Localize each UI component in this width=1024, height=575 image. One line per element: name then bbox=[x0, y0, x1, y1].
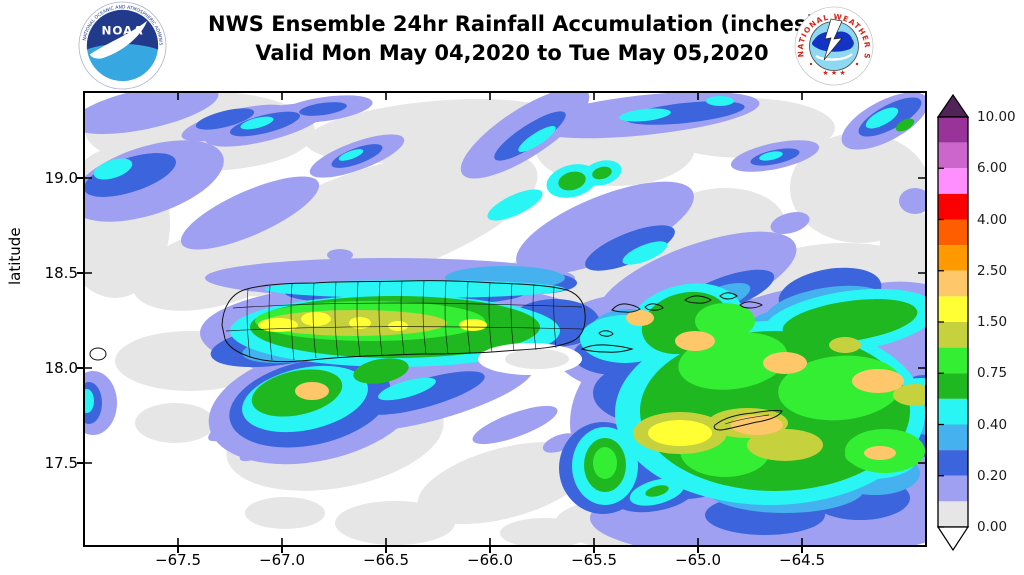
nws-lightning-icon bbox=[823, 18, 843, 61]
colorbar-labels: 10.00 6.00 4.00 2.50 1.50 0.75 0.40 0.20… bbox=[977, 109, 1016, 535]
y-tick bbox=[77, 272, 83, 274]
colorbar-segments bbox=[938, 117, 968, 527]
lon-tick-label: −65.0 bbox=[675, 551, 721, 569]
colorbar-label: 4.00 bbox=[977, 212, 1007, 228]
y-tick bbox=[77, 462, 83, 464]
lon-tick-label: −67.5 bbox=[155, 551, 201, 569]
precip-tan-layer bbox=[295, 310, 904, 460]
colorbar-overflow-arrow bbox=[936, 93, 970, 118]
lon-tick-label: −65.5 bbox=[571, 551, 617, 569]
x-tick bbox=[801, 547, 803, 553]
title-line-2: Valid Mon May 04,2020 to Tue May 05,2020 bbox=[255, 41, 769, 65]
precip-yellow-layer bbox=[258, 312, 712, 446]
colorbar-label: 0.20 bbox=[977, 468, 1007, 484]
lat-tick-label: 18.5 bbox=[44, 264, 78, 282]
nws-logo: NATIONAL WEATHER SERVICE ★ ★ ★ bbox=[794, 6, 874, 86]
st-thomas-outline bbox=[611, 303, 641, 313]
nws-stars: ★ ★ ★ bbox=[822, 69, 845, 77]
colorbar-label: 1.50 bbox=[977, 314, 1007, 330]
colorbar-label: 2.50 bbox=[977, 263, 1007, 279]
map-plot-area bbox=[83, 91, 927, 547]
y-tick bbox=[77, 177, 83, 179]
lat-tick-label: 17.5 bbox=[44, 454, 78, 472]
colorbar-ticks bbox=[938, 116, 944, 528]
colorbar-label: 6.00 bbox=[977, 160, 1007, 176]
lon-tick-label: −66.5 bbox=[363, 551, 409, 569]
x-tick bbox=[385, 547, 387, 553]
lat-tick-label: 19.0 bbox=[44, 169, 78, 187]
colorbar-underflow-arrow bbox=[936, 526, 970, 552]
colorbar-label: 0.00 bbox=[977, 519, 1007, 535]
coastlines bbox=[89, 280, 783, 431]
virgin-gorda-outline bbox=[719, 292, 738, 300]
lon-tick-label: −64.5 bbox=[779, 551, 825, 569]
colorbar: 10.00 6.00 4.00 2.50 1.50 0.75 0.40 0.20… bbox=[936, 93, 1016, 552]
noaa-sky bbox=[86, 9, 159, 50]
noaa-wordmark: NOAA bbox=[101, 24, 143, 38]
y-axis-label: latitude bbox=[6, 227, 24, 285]
colorbar-label: 0.75 bbox=[977, 365, 1007, 381]
colorbar-label: 10.00 bbox=[977, 109, 1016, 125]
x-tick bbox=[177, 547, 179, 553]
lon-tick-label: −67.0 bbox=[259, 551, 305, 569]
culebra-outline bbox=[598, 330, 614, 337]
tortola-outline bbox=[684, 295, 712, 304]
x-tick bbox=[281, 547, 283, 553]
precipitation-map bbox=[85, 93, 925, 545]
y-tick bbox=[77, 367, 83, 369]
puerto-rico-outline bbox=[221, 280, 586, 363]
noaa-logo: NATIONAL OCEANIC AND ATMOSPHERIC ADMINIS… bbox=[78, 1, 167, 90]
title-line-1: NWS Ensemble 24hr Rainfall Accumulation … bbox=[208, 12, 816, 36]
lat-tick-label: 18.0 bbox=[44, 359, 78, 377]
municipal-boundaries bbox=[225, 280, 584, 361]
colorbar-label: 0.40 bbox=[977, 417, 1007, 433]
anegada-outline bbox=[739, 301, 763, 309]
x-tick bbox=[489, 547, 491, 553]
x-tick bbox=[697, 547, 699, 553]
noaa-seabird-icon bbox=[89, 20, 148, 59]
nws-gull-icon bbox=[815, 53, 853, 61]
x-tick bbox=[593, 547, 595, 553]
vieques-outline bbox=[580, 344, 634, 353]
page-title: NWS Ensemble 24hr Rainfall Accumulation … bbox=[192, 10, 832, 68]
mona-island-outline bbox=[89, 347, 107, 361]
axis-ticks bbox=[85, 93, 925, 545]
st-croix-outline bbox=[713, 410, 783, 431]
lon-tick-label: −66.0 bbox=[467, 551, 513, 569]
st-john-outline bbox=[644, 303, 664, 311]
